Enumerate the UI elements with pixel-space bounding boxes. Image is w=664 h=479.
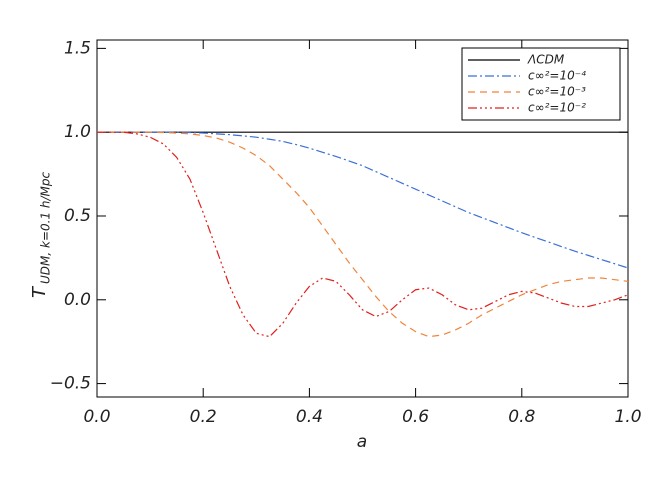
legend-label: ΛCDM [527, 53, 565, 67]
x-tick-label: 1.0 [614, 407, 641, 427]
legend-label: c∞²=10⁻⁴ [528, 69, 586, 83]
legend-label: c∞²=10⁻² [528, 101, 586, 115]
x-tick-label: 0.4 [296, 407, 323, 427]
series-line [97, 131, 629, 338]
x-tick-label: 0.0 [83, 407, 110, 427]
y-tick-label: 1.0 [64, 122, 91, 142]
legend-label: c∞²=10⁻³ [528, 85, 586, 99]
y-label-sub: UDM, k=0.1 h/Mpc [39, 171, 53, 284]
y-tick-label: 0.5 [64, 206, 91, 226]
y-axis-label: T UDM, k=0.1 h/Mpc [29, 171, 53, 298]
x-axis-label: a [357, 432, 367, 452]
x-tick-label: 0.6 [402, 407, 429, 427]
y-tick-label: −0.5 [50, 374, 91, 394]
series-line [97, 131, 629, 269]
x-tick-label: 0.2 [190, 407, 217, 427]
plot-frame [96, 39, 629, 398]
y-tick-label: 0.0 [64, 290, 91, 310]
y-label-main: T [29, 285, 50, 298]
series-line [97, 131, 629, 338]
x-tick-label: 0.8 [508, 407, 535, 427]
y-tick-label: 1.5 [64, 38, 91, 58]
